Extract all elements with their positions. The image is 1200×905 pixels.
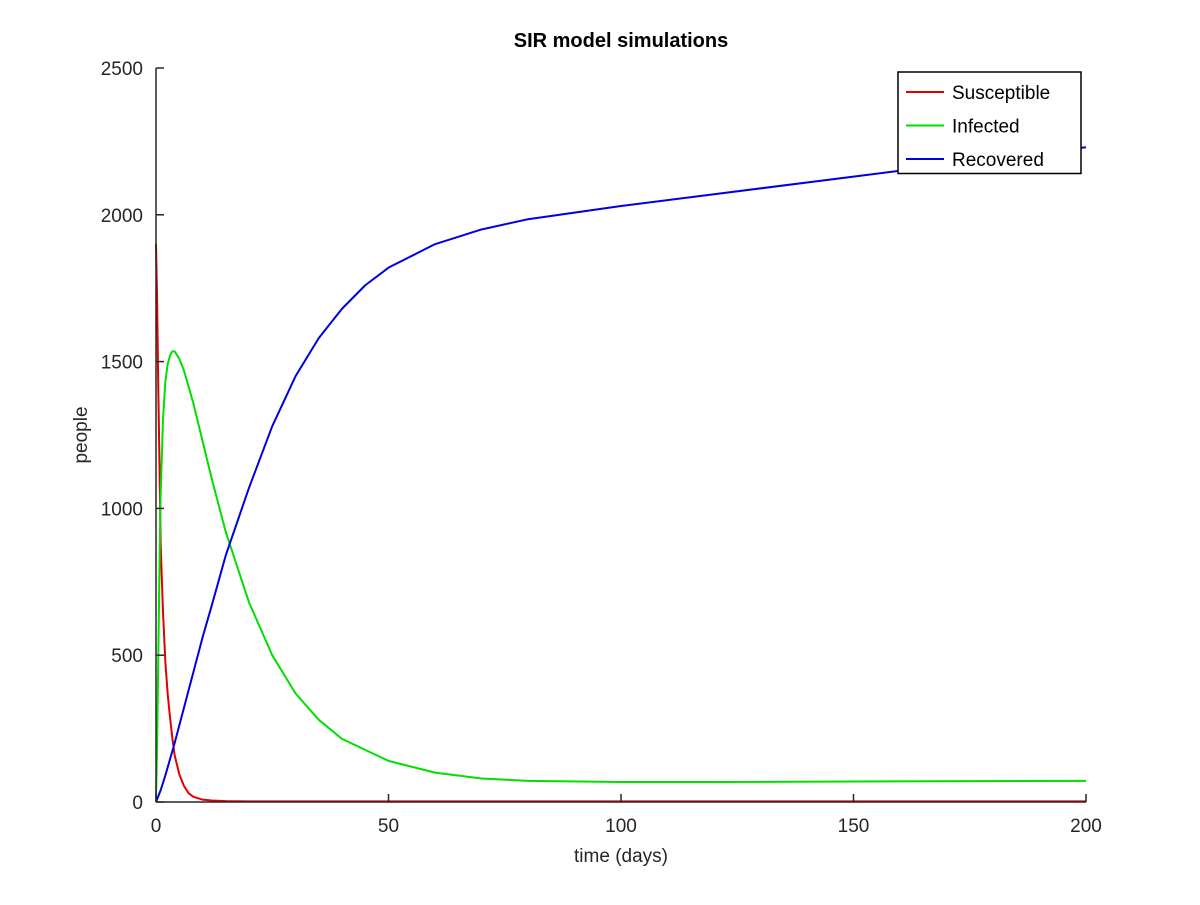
legend-box	[897, 71, 1082, 175]
x-tick-label: 0	[151, 816, 162, 837]
y-tick-label: 2000	[101, 206, 143, 227]
series-line-infected	[155, 350, 1087, 800]
x-tick-label: 50	[378, 816, 399, 837]
y-tick-label: 0	[132, 793, 143, 814]
chart-title: SIR model simulations	[514, 30, 728, 52]
legend-label-susceptible: Susceptible	[952, 83, 1050, 104]
x-tick-label: 200	[1070, 816, 1102, 837]
series-line-recovered	[155, 146, 1087, 803]
legend-label-infected: Infected	[952, 117, 1020, 138]
legend-label-recovered: Recovered	[952, 150, 1044, 171]
plot-area: 0 50 100 150 20005001000150020002500Suscepti…	[101, 59, 1102, 837]
y-tick-label: 500	[111, 646, 143, 667]
y-axis-label: people	[71, 406, 92, 463]
x-tick-label: 100	[605, 816, 637, 837]
y-tick-label: 1000	[101, 499, 143, 520]
x-axis-label: time (days)	[574, 846, 668, 867]
y-tick-label: 1500	[101, 353, 143, 374]
x-tick-label: 150	[838, 816, 870, 837]
y-tick-label: 2500	[101, 59, 143, 80]
series-line-susceptible	[155, 244, 1086, 803]
